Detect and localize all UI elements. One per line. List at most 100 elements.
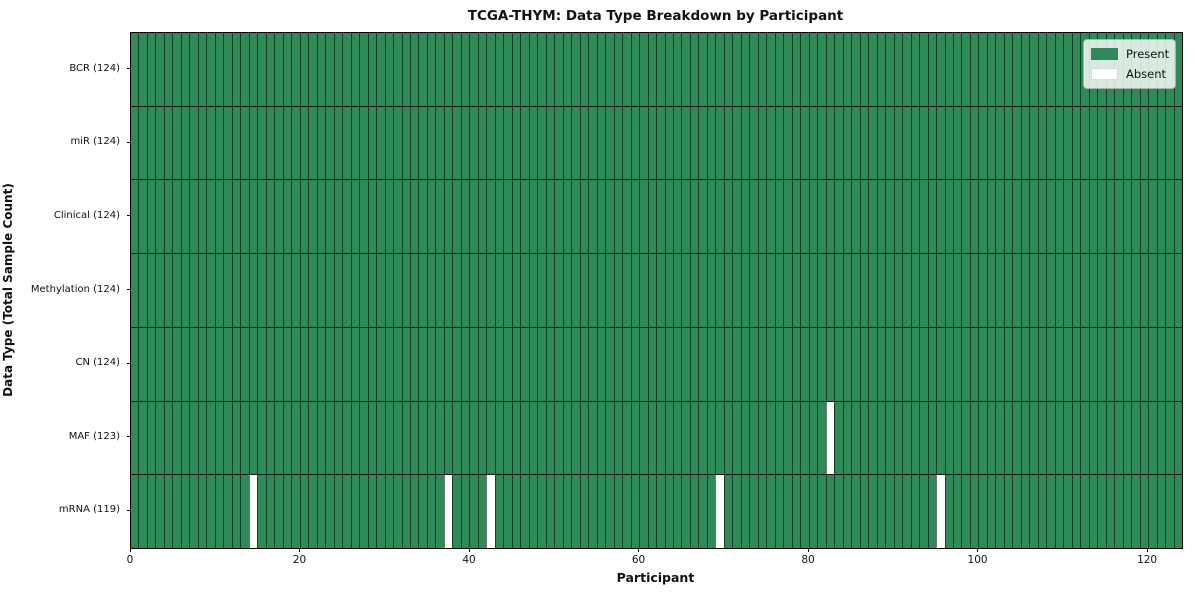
heatmap-cell bbox=[859, 254, 869, 327]
heatmap-cell bbox=[520, 475, 529, 549]
heatmap-cell bbox=[673, 475, 682, 549]
heatmap-cell bbox=[206, 106, 215, 180]
heatmap-cell bbox=[477, 401, 487, 475]
heatmap-cell bbox=[291, 327, 300, 401]
heatmap-cell bbox=[723, 327, 733, 401]
x-tick-label: 100 bbox=[967, 554, 988, 566]
heatmap-cell bbox=[1148, 327, 1157, 401]
heatmap-cell bbox=[596, 106, 606, 180]
heatmap-cell bbox=[486, 254, 495, 327]
heatmap-cell bbox=[639, 106, 648, 180]
heatmap-cell bbox=[842, 327, 852, 401]
heatmap-cell bbox=[681, 254, 690, 327]
heatmap-cell bbox=[766, 180, 775, 254]
heatmap-cell bbox=[952, 254, 962, 327]
heatmap-cell bbox=[545, 106, 555, 180]
heatmap-cell bbox=[554, 401, 563, 475]
heatmap-cell bbox=[554, 254, 563, 327]
heatmap-cell bbox=[214, 106, 224, 180]
heatmap-cell bbox=[1131, 401, 1140, 475]
heatmap-cell bbox=[180, 254, 190, 327]
x-tick-mark bbox=[807, 548, 809, 552]
heatmap-cell bbox=[1012, 327, 1021, 401]
heatmap-cell bbox=[885, 254, 894, 327]
heatmap-cell bbox=[715, 327, 724, 401]
heatmap-cell bbox=[393, 254, 402, 327]
heatmap-cell bbox=[740, 33, 750, 106]
heatmap-cell bbox=[605, 327, 614, 401]
heatmap-cell bbox=[367, 254, 377, 327]
heatmap-cell bbox=[528, 327, 538, 401]
heatmap-cell bbox=[715, 106, 724, 180]
heatmap-cell bbox=[1097, 106, 1106, 180]
heatmap-cell bbox=[919, 33, 928, 106]
heatmap-cell bbox=[214, 33, 224, 106]
heatmap-cell bbox=[282, 180, 292, 254]
heatmap-cell bbox=[978, 254, 987, 327]
heatmap-cell bbox=[656, 254, 665, 327]
heatmap-cell bbox=[545, 475, 555, 549]
heatmap-cell bbox=[995, 254, 1004, 327]
heatmap-cell bbox=[919, 327, 928, 401]
heatmap-cell bbox=[172, 106, 181, 180]
heatmap-cell bbox=[1003, 254, 1013, 327]
heatmap-cell bbox=[248, 254, 258, 327]
heatmap-cell bbox=[1122, 254, 1132, 327]
heatmap-cell bbox=[732, 180, 741, 254]
y-tick-mark bbox=[127, 289, 131, 290]
heatmap-cell bbox=[401, 254, 410, 327]
heatmap-cell bbox=[766, 33, 775, 106]
heatmap-cell bbox=[851, 180, 860, 254]
heatmap-cell bbox=[1003, 327, 1013, 401]
heatmap-cell bbox=[511, 33, 521, 106]
heatmap-cell bbox=[477, 254, 487, 327]
heatmap-cell bbox=[876, 254, 886, 327]
heatmap-cell bbox=[486, 475, 495, 549]
heatmap-cell bbox=[1139, 254, 1149, 327]
heatmap-cell bbox=[1156, 180, 1166, 254]
heatmap-cell bbox=[876, 180, 886, 254]
heatmap-cell bbox=[808, 327, 818, 401]
heatmap-cell bbox=[291, 475, 300, 549]
heatmap-cell bbox=[834, 475, 843, 549]
heatmap-cell bbox=[944, 401, 953, 475]
heatmap-cell bbox=[367, 475, 377, 549]
heatmap-cell bbox=[927, 180, 937, 254]
heatmap-cell bbox=[528, 401, 538, 475]
heatmap-cell bbox=[367, 401, 377, 475]
heatmap-cell bbox=[910, 180, 920, 254]
heatmap-cell bbox=[537, 401, 546, 475]
heatmap-cell bbox=[673, 254, 682, 327]
heatmap-cell bbox=[1080, 475, 1089, 549]
heatmap-cell bbox=[902, 180, 911, 254]
heatmap-cell bbox=[376, 106, 385, 180]
heatmap-cell bbox=[206, 401, 215, 475]
heatmap-cell bbox=[1054, 401, 1064, 475]
heatmap-cell bbox=[791, 327, 801, 401]
y-tick-mark bbox=[127, 362, 131, 364]
heatmap-cell bbox=[995, 475, 1004, 549]
heatmap-cell bbox=[282, 475, 292, 549]
heatmap-cell bbox=[146, 33, 156, 106]
heatmap-cell bbox=[732, 475, 741, 549]
heatmap-cell bbox=[477, 33, 487, 106]
heatmap-cell bbox=[1122, 327, 1132, 401]
heatmap-cell bbox=[876, 33, 886, 106]
heatmap-cell bbox=[978, 106, 987, 180]
heatmap-row bbox=[131, 105, 1183, 180]
heatmap-cell bbox=[503, 180, 512, 254]
heatmap-cell bbox=[1003, 33, 1013, 106]
heatmap-cell bbox=[231, 180, 241, 254]
heatmap-cell bbox=[749, 106, 758, 180]
heatmap-cell bbox=[1122, 475, 1132, 549]
heatmap-cell bbox=[503, 33, 512, 106]
heatmap-cell bbox=[834, 33, 843, 106]
heatmap-cell bbox=[265, 106, 275, 180]
heatmap-cell bbox=[1131, 180, 1140, 254]
heatmap-cell bbox=[1114, 401, 1123, 475]
heatmap-cell bbox=[919, 180, 928, 254]
heatmap-cell bbox=[944, 106, 953, 180]
heatmap-cell bbox=[732, 254, 741, 327]
heatmap-cell bbox=[554, 180, 563, 254]
heatmap-cell bbox=[1071, 401, 1081, 475]
